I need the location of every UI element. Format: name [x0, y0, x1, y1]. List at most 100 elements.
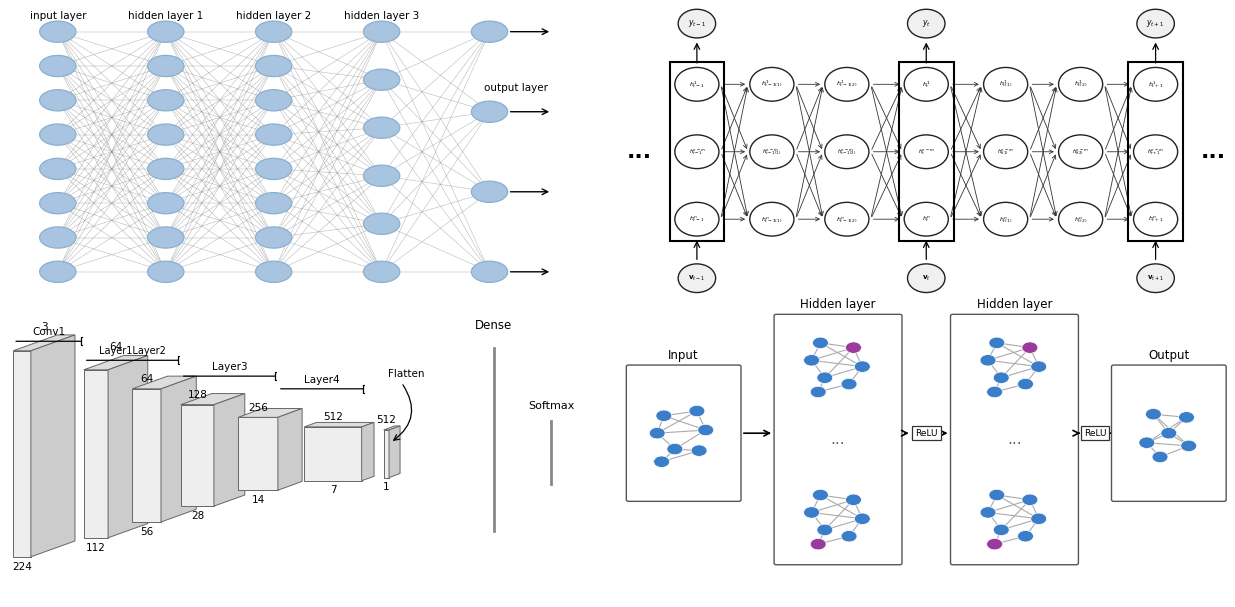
Polygon shape: [278, 409, 303, 490]
Circle shape: [1134, 135, 1178, 169]
FancyBboxPatch shape: [774, 314, 902, 565]
Circle shape: [908, 9, 945, 38]
Text: $h^n_{t-1(2)}$: $h^n_{t-1(2)}$: [836, 215, 857, 224]
Ellipse shape: [40, 261, 77, 282]
Bar: [1129, 63, 1183, 241]
Text: Output: Output: [1149, 349, 1189, 362]
Circle shape: [1031, 361, 1046, 372]
Circle shape: [855, 513, 871, 524]
Circle shape: [841, 378, 857, 390]
FancyBboxPatch shape: [1112, 365, 1226, 501]
Ellipse shape: [363, 165, 400, 186]
Text: 28: 28: [190, 511, 204, 521]
Circle shape: [689, 405, 705, 417]
Text: 1: 1: [383, 483, 390, 492]
Polygon shape: [238, 409, 303, 418]
Ellipse shape: [147, 90, 184, 111]
Text: $h^1_{t(2)}$: $h^1_{t(2)}$: [1074, 80, 1087, 89]
Ellipse shape: [256, 124, 291, 145]
Polygon shape: [132, 376, 196, 389]
Text: $\mathbf{v}_t$: $\mathbf{v}_t$: [921, 274, 931, 283]
Ellipse shape: [256, 158, 291, 180]
Circle shape: [692, 445, 706, 456]
Text: $h^{n-m}_{t-1(1)}$: $h^{n-m}_{t-1(1)}$: [762, 148, 782, 156]
Ellipse shape: [363, 261, 400, 282]
Circle shape: [810, 386, 826, 398]
Text: $h^n_{t(1)}$: $h^n_{t(1)}$: [999, 215, 1013, 224]
Text: Input: Input: [668, 349, 699, 362]
Circle shape: [674, 202, 719, 236]
Text: 14: 14: [252, 495, 264, 505]
Polygon shape: [109, 356, 148, 538]
Ellipse shape: [40, 90, 77, 111]
Text: $h^n_{t(2)}$: $h^n_{t(2)}$: [1074, 215, 1087, 224]
Polygon shape: [304, 427, 362, 481]
Circle shape: [989, 337, 1005, 348]
Ellipse shape: [40, 158, 77, 180]
Circle shape: [804, 507, 820, 518]
Text: Softmax: Softmax: [529, 401, 574, 411]
Ellipse shape: [147, 55, 184, 76]
Ellipse shape: [40, 55, 77, 76]
Polygon shape: [180, 405, 214, 506]
Text: ReLU: ReLU: [1083, 429, 1107, 438]
Polygon shape: [384, 426, 400, 430]
Ellipse shape: [147, 124, 184, 145]
Circle shape: [1023, 342, 1037, 353]
Ellipse shape: [363, 213, 400, 234]
Text: Dense: Dense: [475, 319, 513, 332]
Circle shape: [750, 135, 794, 169]
Text: $h^{n-m}_{t-1}$: $h^{n-m}_{t-1}$: [689, 147, 705, 157]
Circle shape: [750, 67, 794, 101]
Circle shape: [987, 538, 1003, 550]
Circle shape: [904, 67, 948, 101]
Text: $y_t$: $y_t$: [921, 18, 931, 29]
Text: 64: 64: [140, 374, 153, 384]
Polygon shape: [238, 418, 278, 490]
Text: ReLU: ReLU: [915, 429, 937, 438]
Circle shape: [1134, 67, 1178, 101]
Circle shape: [816, 372, 832, 384]
Polygon shape: [362, 422, 374, 481]
Circle shape: [841, 531, 857, 542]
Ellipse shape: [256, 90, 291, 111]
Circle shape: [981, 507, 995, 518]
Ellipse shape: [256, 21, 291, 42]
Text: $h^{n-m}_{t(2)}$: $h^{n-m}_{t(2)}$: [1072, 148, 1089, 156]
Text: $h^{n-m}_t$: $h^{n-m}_t$: [918, 147, 935, 157]
Ellipse shape: [472, 21, 508, 42]
Ellipse shape: [40, 21, 77, 42]
Circle shape: [1018, 531, 1034, 542]
FancyBboxPatch shape: [951, 314, 1078, 565]
Circle shape: [813, 337, 829, 348]
Text: $y_{t-1}$: $y_{t-1}$: [688, 18, 706, 29]
Circle shape: [908, 264, 945, 293]
Circle shape: [983, 67, 1028, 101]
Text: output layer: output layer: [484, 83, 548, 92]
Polygon shape: [214, 393, 245, 506]
Circle shape: [983, 135, 1028, 169]
Ellipse shape: [40, 227, 77, 248]
Circle shape: [1178, 412, 1194, 423]
Circle shape: [1137, 264, 1174, 293]
Text: 56: 56: [140, 527, 153, 537]
Circle shape: [650, 427, 666, 439]
Circle shape: [1058, 67, 1103, 101]
Text: 512: 512: [324, 412, 343, 422]
Text: 256: 256: [248, 402, 268, 413]
Text: input layer: input layer: [30, 10, 86, 21]
Text: Layer4: Layer4: [304, 375, 340, 385]
Text: hidden layer 3: hidden layer 3: [345, 10, 419, 21]
Circle shape: [1058, 202, 1103, 236]
Circle shape: [810, 538, 826, 550]
Circle shape: [1139, 437, 1155, 449]
Text: 512: 512: [377, 415, 396, 426]
Bar: [669, 63, 724, 241]
Ellipse shape: [256, 192, 291, 214]
Polygon shape: [132, 389, 161, 522]
Text: $y_{t+1}$: $y_{t+1}$: [1146, 18, 1165, 29]
Text: $h^1_{t+1}$: $h^1_{t+1}$: [1147, 79, 1163, 90]
Text: $\mathbf{v}_{t+1}$: $\mathbf{v}_{t+1}$: [1147, 274, 1165, 283]
Circle shape: [1181, 440, 1197, 452]
Text: 3: 3: [41, 322, 47, 332]
